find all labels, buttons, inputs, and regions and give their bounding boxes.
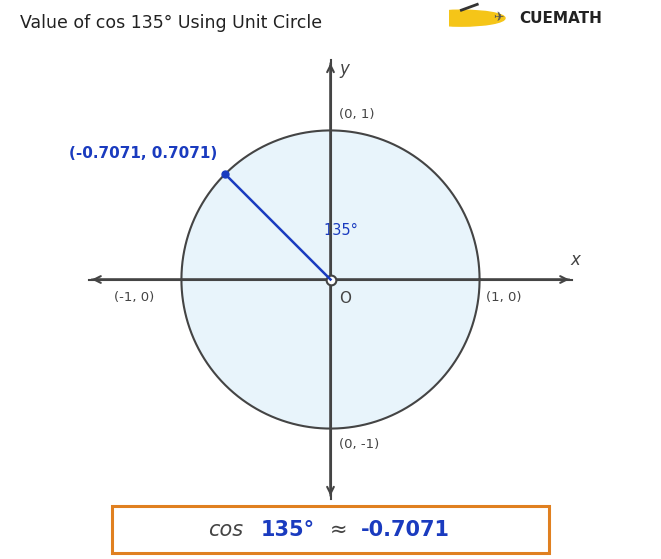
Text: -0.7071: -0.7071 bbox=[361, 520, 450, 539]
FancyBboxPatch shape bbox=[112, 506, 549, 553]
Text: (0, -1): (0, -1) bbox=[340, 438, 379, 451]
Text: (1, 0): (1, 0) bbox=[486, 291, 521, 305]
Text: (-0.7071, 0.7071): (-0.7071, 0.7071) bbox=[69, 146, 217, 160]
Text: ≈: ≈ bbox=[330, 520, 354, 539]
Text: 135°: 135° bbox=[260, 520, 315, 539]
Polygon shape bbox=[181, 130, 480, 429]
Circle shape bbox=[418, 10, 505, 26]
Text: y: y bbox=[340, 60, 349, 78]
Text: ✈: ✈ bbox=[493, 12, 504, 25]
Text: Value of cos 135° Using Unit Circle: Value of cos 135° Using Unit Circle bbox=[20, 14, 322, 32]
Text: cos: cos bbox=[208, 520, 243, 539]
Text: O: O bbox=[340, 291, 352, 306]
Text: (0, 1): (0, 1) bbox=[340, 108, 375, 121]
Text: 135°: 135° bbox=[323, 222, 358, 238]
Text: (-1, 0): (-1, 0) bbox=[114, 291, 155, 305]
Text: x: x bbox=[570, 251, 580, 269]
Text: CUEMATH: CUEMATH bbox=[519, 11, 602, 26]
